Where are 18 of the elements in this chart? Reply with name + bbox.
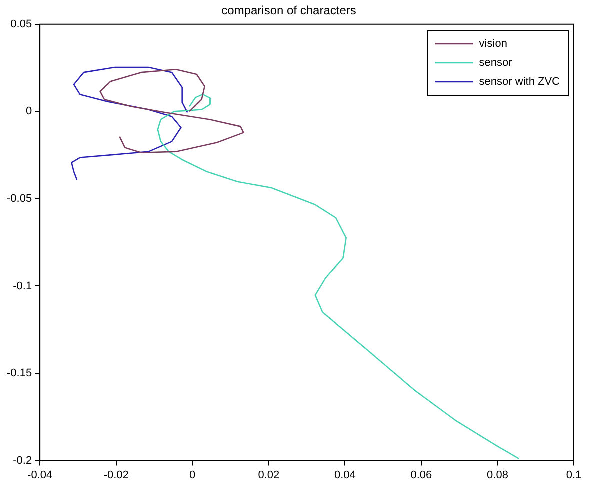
legend-label: sensor with ZVC <box>479 76 560 88</box>
y-tick-label: 0 <box>26 106 32 118</box>
y-tick-label: -0.2 <box>13 454 32 467</box>
x-tick-label: 0.04 <box>334 469 356 482</box>
x-tick-label: 0.06 <box>410 469 432 482</box>
x-tick-label: 0.02 <box>258 469 280 482</box>
x-tick-label: 0 <box>190 469 196 482</box>
x-tick-label: 0.08 <box>487 469 508 482</box>
y-tick-label: -0.15 <box>6 368 32 380</box>
legend-label: vision <box>479 38 508 50</box>
x-tick-label: 0.1 <box>566 469 582 482</box>
y-tick-label: 0.05 <box>10 18 32 30</box>
x-tick-label: -0.04 <box>28 469 53 482</box>
chart-title: comparison of characters <box>222 4 356 18</box>
x-tick-label: -0.02 <box>104 469 129 482</box>
y-tick-label: -0.05 <box>6 192 32 205</box>
legend-label: sensor <box>479 56 513 69</box>
y-tick-label: -0.1 <box>13 280 32 292</box>
